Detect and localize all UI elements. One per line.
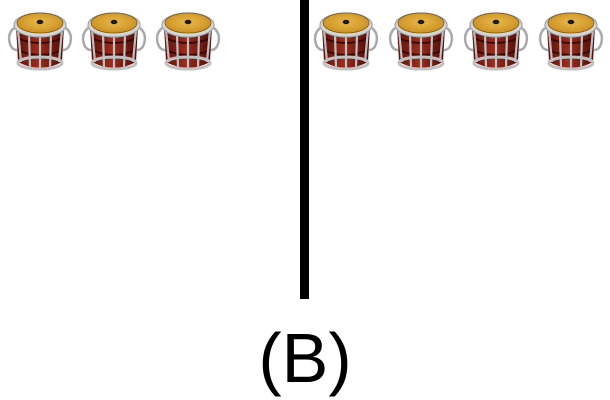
left-drum-group [4, 4, 226, 74]
drum-icon [310, 4, 382, 74]
drum-icon [385, 4, 457, 74]
drum-icon [460, 4, 532, 74]
drum-icon [4, 4, 76, 74]
divider-line [300, 0, 309, 299]
drum-icon [152, 4, 224, 74]
option-label: (B) [258, 319, 352, 397]
drum-icon [78, 4, 150, 74]
drum-icon [535, 4, 607, 74]
right-drum-group [310, 4, 608, 74]
